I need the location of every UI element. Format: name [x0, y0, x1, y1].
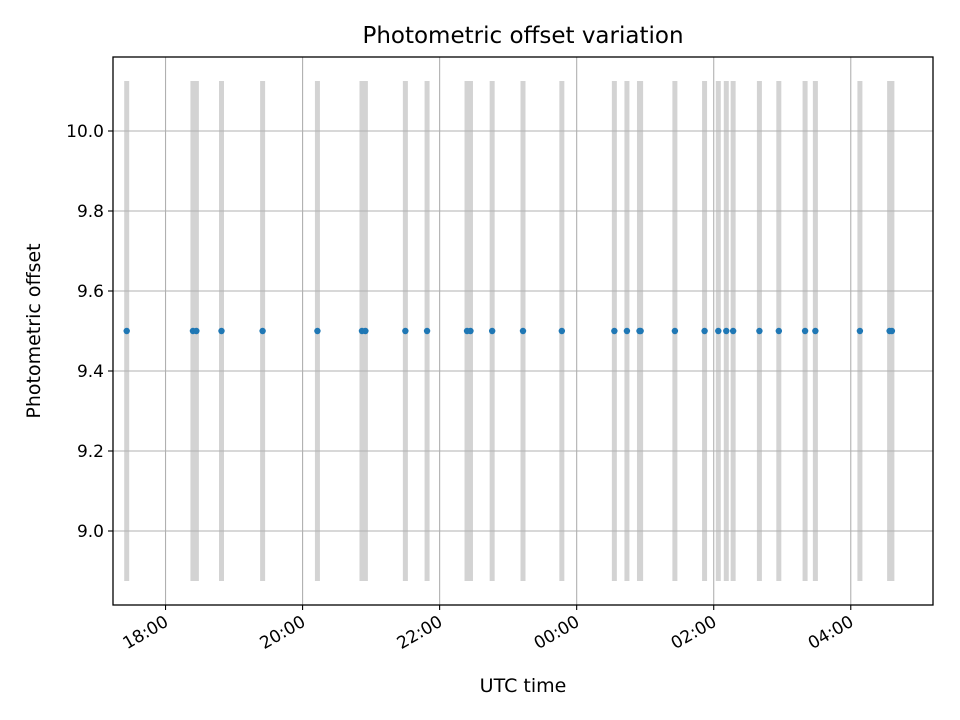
data-point — [402, 327, 409, 335]
data-point — [123, 327, 130, 335]
chart-title: Photometric offset variation — [362, 23, 683, 49]
grid-lines — [113, 57, 933, 605]
data-point — [362, 327, 369, 335]
data-point — [467, 327, 474, 335]
y-tick-label: 9.4 — [77, 362, 104, 382]
data-point — [423, 327, 431, 335]
data-points — [123, 327, 896, 335]
data-point — [756, 327, 763, 335]
data-point — [259, 327, 266, 335]
data-point — [558, 327, 566, 335]
y-axis-ticks: 9.0 9.2 9.4 9.6 9.8 10.0 — [66, 122, 113, 542]
data-point — [671, 327, 679, 335]
data-point — [637, 327, 644, 335]
data-point — [715, 327, 722, 335]
data-point — [729, 327, 737, 335]
data-point — [519, 327, 527, 335]
data-point — [314, 327, 321, 335]
data-point — [801, 327, 809, 335]
data-point — [488, 327, 496, 335]
y-tick-label: 9.2 — [77, 442, 104, 462]
data-point — [723, 327, 730, 335]
y-tick-label: 9.6 — [77, 282, 104, 302]
x-axis-label: UTC time — [480, 675, 567, 697]
data-point — [888, 327, 896, 335]
data-point — [193, 327, 200, 335]
y-tick-label: 9.0 — [77, 522, 104, 542]
y-tick-label: 10.0 — [66, 122, 104, 142]
y-axis-label: Photometric offset — [23, 243, 45, 418]
data-point — [623, 327, 631, 335]
data-point — [856, 327, 864, 335]
data-point — [611, 327, 618, 335]
data-point — [218, 327, 225, 335]
data-point — [812, 327, 819, 335]
plot-frame — [112, 56, 934, 606]
data-point — [775, 327, 783, 335]
data-point — [701, 327, 708, 335]
y-tick-label: 9.8 — [77, 202, 104, 222]
